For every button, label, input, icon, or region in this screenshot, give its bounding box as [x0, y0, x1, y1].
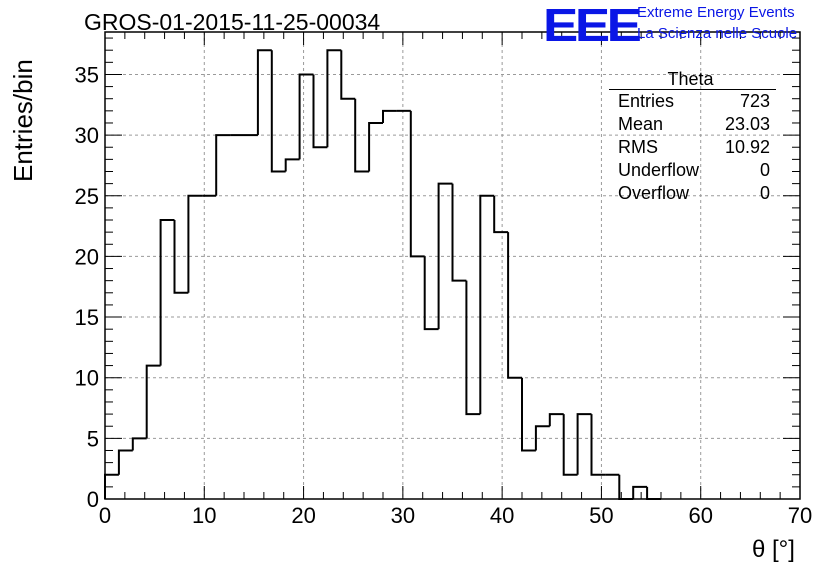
stats-label: RMS [618, 137, 658, 157]
stats-value: 10.92 [724, 137, 770, 157]
histogram-bin [159, 219, 175, 366]
stats-value: 0 [759, 183, 770, 203]
x-tick-label: 70 [788, 503, 812, 528]
plot-frame [104, 31, 801, 500]
stats-row: Overflow 0 [609, 182, 776, 205]
histogram-bin [326, 49, 342, 148]
histogram-bin [131, 437, 147, 451]
histogram-bin [270, 50, 286, 173]
histogram-bin [646, 486, 661, 500]
histogram-bin [423, 256, 439, 331]
histogram-bin [382, 109, 397, 123]
y-tick-label: 30 [75, 123, 99, 148]
y-tick-label: 10 [75, 366, 99, 391]
histogram-bin [145, 364, 161, 439]
eee-logo-mark: EEE [543, 0, 642, 51]
histogram-bin [548, 413, 564, 427]
stats-value: 23.03 [724, 114, 770, 134]
tick-labels: 0 10 20 30 40 50 60 70 0 5 10 15 20 25 30 35 [75, 62, 813, 528]
histogram-bin [493, 195, 509, 234]
histogram-bin [562, 414, 578, 476]
x-axis-label: θ [°] [752, 536, 795, 563]
histogram-bin [465, 280, 481, 416]
histogram-bin [284, 158, 300, 172]
logo-line-1: Extreme Energy Events [637, 4, 795, 21]
histogram-bin [256, 49, 272, 136]
histogram-bin [354, 98, 370, 173]
histogram-bin [409, 110, 425, 258]
histogram-bin [312, 74, 328, 149]
y-tick-label: 5 [87, 426, 99, 451]
histogram-bin [173, 220, 189, 294]
x-tick-label: 30 [391, 503, 415, 528]
stats-label: Mean [618, 114, 664, 134]
stats-row: RMS 10.92 [609, 136, 776, 159]
y-tick-label: 20 [75, 244, 99, 269]
chart-title: GROS-01-2015-11-25-00034 [84, 9, 381, 35]
histogram-bin [576, 413, 592, 475]
histogram-bin [187, 194, 203, 293]
stats-label: Overflow [618, 183, 690, 203]
histogram-bin [590, 414, 606, 476]
stats-title: Theta [609, 70, 776, 90]
x-tick-label: 0 [99, 503, 111, 528]
histogram-bin [521, 377, 536, 452]
y-tick-label: 0 [87, 487, 99, 512]
histogram-bin [534, 425, 550, 451]
stats-label: Underflow [618, 160, 700, 180]
histogram-bin [298, 73, 314, 160]
histogram-bin [451, 183, 467, 282]
stats-value: 0 [759, 160, 770, 180]
histogram-bin [632, 485, 648, 499]
logo-line-2: La Scienza nelle Scuole [637, 25, 798, 42]
x-tick-label: 50 [589, 503, 613, 528]
histogram-bin [340, 50, 356, 100]
stats-row: Underflow 0 [609, 159, 776, 182]
stats-label: Entries [618, 91, 675, 111]
x-tick-label: 40 [490, 503, 514, 528]
y-tick-label: 25 [75, 184, 99, 209]
x-tick-label: 60 [688, 503, 712, 528]
x-tick-label: 10 [192, 503, 216, 528]
histogram-bin [117, 449, 133, 475]
histogram-bin [368, 121, 383, 172]
y-tick-label: 15 [75, 305, 99, 330]
y-tick-label: 35 [75, 62, 99, 87]
histogram-bin [479, 194, 495, 415]
stats-value: 723 [739, 91, 770, 111]
y-axis-label: Entries/bin [8, 59, 38, 182]
histogram-bin [215, 134, 231, 196]
x-tick-label: 20 [291, 503, 315, 528]
histogram-bin [437, 182, 453, 330]
axis-ticks [104, 32, 801, 500]
histogram-series [104, 49, 661, 500]
stats-row: Entries 723 [609, 90, 776, 113]
stats-box: Theta Entries 723 Mean 23.03 RMS 10.92 U… [609, 70, 776, 205]
stats-row: Mean 23.03 [609, 113, 776, 136]
histogram-bin [507, 232, 522, 379]
